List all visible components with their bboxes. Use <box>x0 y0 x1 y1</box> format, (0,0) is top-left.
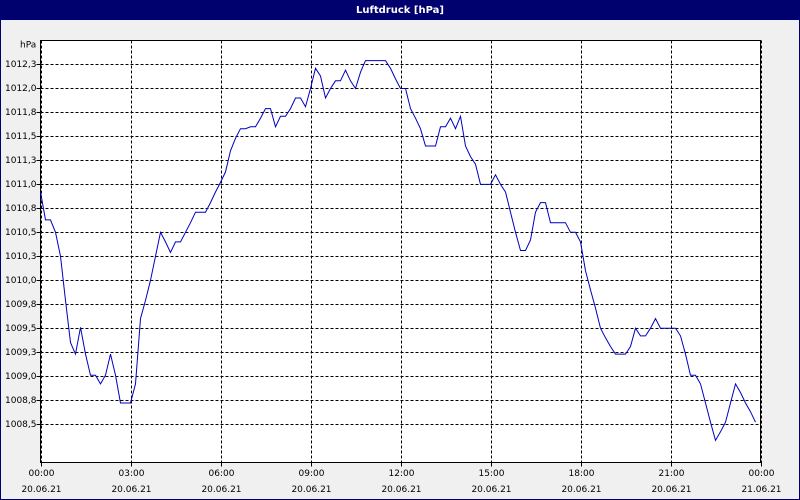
x-tick-date: 20.06.21 <box>291 485 331 495</box>
y-tick-label: 1009,0 <box>5 372 37 382</box>
y-tick-label: 1008,5 <box>5 420 37 430</box>
y-tick-label: 1012,3 <box>5 60 37 70</box>
x-tick-label: 00:00 <box>29 469 55 479</box>
x-tick-label: 03:00 <box>119 469 145 479</box>
chart-title: Luftdruck [hPa] <box>356 5 444 16</box>
x-tick-label: 15:00 <box>479 469 505 479</box>
y-tick-label: 1010,3 <box>5 252 37 262</box>
y-tick-label: 1009,3 <box>5 348 37 358</box>
y-tick-label: 1010,5 <box>5 228 37 238</box>
x-tick-date: 21.06.21 <box>741 485 781 495</box>
x-tick-date: 20.06.21 <box>381 485 421 495</box>
x-tick-date: 20.06.21 <box>561 485 601 495</box>
x-tick-label: 09:00 <box>299 469 325 479</box>
x-tick-date: 20.06.21 <box>471 485 511 495</box>
y-tick-label: 1012,0 <box>5 84 37 94</box>
x-tick-label: 21:00 <box>659 469 685 479</box>
y-tick-label: 1011,8 <box>5 108 37 118</box>
y-tick-label: 1011,0 <box>5 180 37 190</box>
x-tick-date: 20.06.21 <box>111 485 151 495</box>
plot-area <box>40 40 761 463</box>
x-tick-date: 20.06.21 <box>201 485 241 495</box>
x-tick-label: 12:00 <box>389 469 415 479</box>
x-tick-label: 06:00 <box>209 469 235 479</box>
y-tick-label: 1009,8 <box>5 300 37 310</box>
x-tick-label: 00:00 <box>749 469 775 479</box>
y-axis-unit: hPa <box>20 41 36 51</box>
y-tick-label: 1008,8 <box>5 396 37 406</box>
y-tick-label: 1011,5 <box>5 132 37 142</box>
plot: 1012,3 1012,0 1011,8 1011,5 1011,3 1011,0 1010… <box>5 40 782 495</box>
x-tick-date: 20.06.21 <box>21 485 61 495</box>
y-tick-label: 1010,0 <box>5 276 37 286</box>
title-bar <box>0 0 800 20</box>
y-tick-label: 1011,3 <box>5 156 37 166</box>
x-tick-date: 20.06.21 <box>651 485 691 495</box>
data-line <box>40 60 756 442</box>
y-tick-label: 1009,5 <box>5 324 37 334</box>
y-tick-label: 1010,8 <box>5 204 37 214</box>
x-tick-label: 18:00 <box>569 469 595 479</box>
